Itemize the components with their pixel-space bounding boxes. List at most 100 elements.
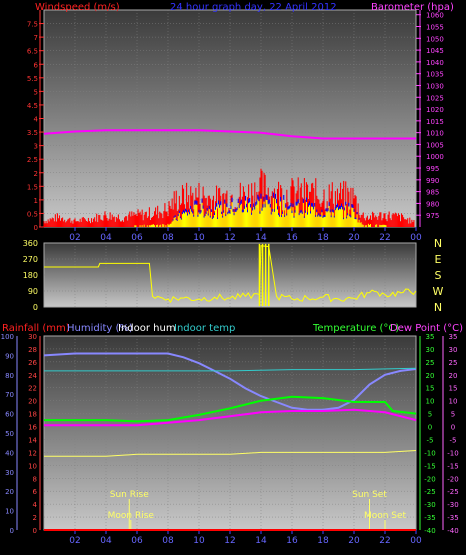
humidity-tick-label: 70 (5, 391, 14, 399)
dew-point-tick-label: -10 (447, 449, 458, 457)
barometer-tick-label: 1005 (426, 141, 444, 149)
temperature-tick-label: 15 (426, 385, 435, 393)
x-tick-label: 18 (317, 536, 329, 546)
rainfall-tick-label: 26 (28, 359, 37, 367)
barometer-tick-label: 1050 (426, 35, 444, 43)
humidity-tick-label: 100 (1, 333, 14, 341)
x-tick-label: 20 (348, 233, 360, 243)
x-tick-label: 22 (379, 233, 390, 243)
x-tick-label: 02 (69, 536, 80, 546)
rainfall-tick-label: 16 (28, 424, 37, 432)
windspeed-tick-label: 1 (34, 197, 38, 205)
dew-point-tick-label: -20 (447, 475, 458, 483)
x-tick-label: 14 (255, 233, 267, 243)
barometer-tick-label: 1035 (426, 71, 444, 79)
compass-label: E (435, 253, 442, 266)
dew-point-tick-label: 10 (449, 398, 458, 406)
rainfall-tick-label: 4 (33, 501, 38, 509)
wind-direction-line (44, 245, 417, 304)
humidity-tick-label: 0 (10, 527, 14, 535)
windspeed-tick-label: 3.5 (27, 129, 38, 137)
temperature-tick-label: -15 (424, 462, 435, 470)
direction-tick-label: 360 (23, 239, 38, 248)
x-tick-label: 06 (131, 233, 143, 243)
humidity-axis-label: Humidity (%) (67, 323, 133, 334)
dew-point-tick-label: -25 (447, 488, 458, 496)
direction-tick-label: 270 (23, 255, 38, 264)
x-tick-label: 10 (193, 536, 205, 546)
x-tick-label: 12 (224, 233, 235, 243)
windspeed-tick-label: 5 (34, 88, 38, 96)
windspeed-axis-label: Windspeed (m/s) (35, 2, 120, 13)
x-tick-label: 16 (286, 536, 298, 546)
rainfall-axis-label: Rainfall (mm) (2, 323, 70, 334)
rainfall-tick-label: 24 (28, 372, 37, 380)
barometer-tick-label: 995 (426, 165, 439, 173)
temperature-tick-label: 5 (428, 411, 432, 419)
temperature-tick-label: 35 (426, 333, 435, 341)
temperature-tick-label: 0 (428, 424, 432, 432)
barometer-axis-label: Barometer (hpa) (371, 2, 454, 13)
windspeed-tick-label: 7 (34, 34, 38, 42)
humidity-tick-label: 60 (5, 411, 14, 419)
direction-tick-label: 90 (28, 287, 38, 296)
dew-point-tick-label: 35 (449, 333, 458, 341)
temperature-tick-label: 20 (426, 372, 435, 380)
barometer-tick-label: 1000 (426, 153, 444, 161)
windspeed-tick-label: 5.5 (27, 75, 38, 83)
windspeed-tick-label: 4.5 (27, 102, 38, 110)
temperature-tick-label: -5 (427, 436, 434, 444)
x-tick-label: 00 (410, 233, 422, 243)
rainfall-tick-label: 14 (28, 436, 37, 444)
barometer-tick-label: 975 (426, 212, 439, 220)
chart-title: 24 hour graph day, 22 April 2012 (170, 2, 337, 13)
rainfall-tick-label: 10 (28, 462, 37, 470)
x-tick-label: 10 (193, 233, 205, 243)
dew-point-tick-label: 20 (449, 372, 458, 380)
barometer-tick-label: 1040 (426, 59, 444, 67)
barometer-tick-label: 1060 (426, 12, 444, 20)
dew-point-tick-label: -15 (447, 462, 458, 470)
barometer-tick-label: 1025 (426, 94, 444, 102)
windspeed-tick-label: 6.5 (27, 48, 38, 56)
barometer-tick-label: 985 (426, 189, 439, 197)
rainfall-tick-label: 8 (33, 475, 37, 483)
rainfall-tick-label: 0 (33, 527, 37, 535)
annotation-label: Sun Set (352, 490, 387, 500)
x-tick-label: 16 (286, 233, 298, 243)
x-tick-label: 04 (100, 233, 112, 243)
barometer-tick-label: 1010 (426, 130, 444, 138)
compass-label: N (434, 301, 442, 314)
x-tick-label: 02 (69, 233, 80, 243)
humidity-tick-label: 20 (5, 488, 14, 496)
barometer-tick-label: 990 (426, 177, 439, 185)
humidity-tick-label: 30 (5, 469, 14, 477)
barometer-tick-label: 1015 (426, 118, 444, 126)
windspeed-tick-label: 3 (34, 143, 38, 151)
x-tick-label: 08 (162, 233, 174, 243)
temperature-tick-label: -25 (424, 488, 435, 496)
windspeed-tick-label: 2 (34, 170, 38, 178)
dew-point-tick-label: 5 (451, 411, 455, 419)
barometer-tick-label: 1030 (426, 82, 444, 90)
temperature-tick-label: -10 (424, 449, 435, 457)
annotation-label: Moon Set (364, 511, 407, 521)
windspeed-tick-label: 0.5 (27, 210, 38, 218)
rainfall-tick-label: 12 (28, 449, 37, 457)
indoor-temp-label: Indoor temp (174, 323, 235, 334)
dew-point-tick-label: -40 (447, 527, 458, 535)
humidity-tick-label: 50 (5, 430, 14, 438)
x-tick-label: 12 (224, 536, 235, 546)
windspeed-tick-label: 4 (34, 116, 39, 124)
compass-label: S (435, 269, 442, 282)
x-tick-label: 20 (348, 536, 360, 546)
barometer-tick-label: 980 (426, 200, 439, 208)
temperature-line (44, 395, 417, 423)
dew-point-axis-label: Dew Point (°C) (390, 323, 463, 334)
barometer-line (43, 129, 416, 140)
annotation-label: Moon Rise (108, 511, 155, 521)
windspeed-tick-label: 1.5 (27, 183, 38, 191)
dew-point-tick-label: -30 (447, 501, 458, 509)
temperature-tick-label: -20 (424, 475, 435, 483)
